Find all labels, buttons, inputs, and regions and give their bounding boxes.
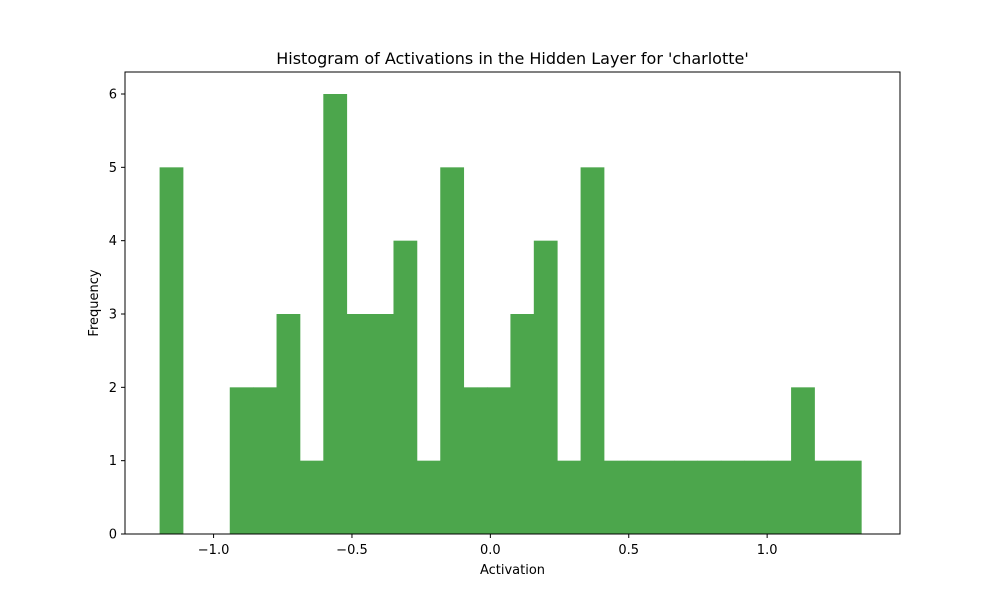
x-tick-label: 1.0 [757, 543, 778, 558]
histogram-bar [463, 387, 488, 534]
histogram-bar [533, 240, 558, 534]
histogram-bar [674, 460, 698, 534]
histogram-bar [697, 460, 722, 534]
y-tick-label: 5 [109, 161, 117, 176]
histogram-bar [370, 314, 394, 534]
histogram-bar [603, 460, 628, 534]
histogram-bar [627, 460, 652, 534]
histogram-bar [487, 387, 511, 534]
histogram-bar [276, 314, 301, 534]
x-axis-label: Activation [480, 563, 545, 578]
histogram-bar [253, 387, 277, 534]
y-tick-label: 6 [109, 88, 117, 103]
y-axis-label: Frequency [87, 269, 102, 336]
histogram-bar [814, 460, 839, 534]
y-tick-label: 4 [109, 234, 117, 249]
histogram-bar [323, 94, 348, 534]
y-tick-label: 2 [109, 381, 117, 396]
histogram-bar [557, 460, 581, 534]
histogram-bar [440, 167, 465, 535]
histogram-bar [767, 460, 792, 534]
histogram-bar [791, 387, 815, 534]
y-axis: 0 1 2 3 4 5 6 [109, 88, 125, 543]
histogram-bar [580, 167, 605, 535]
y-tick-label: 3 [109, 308, 117, 323]
x-tick-label: −1.0 [198, 543, 230, 558]
chart-title: Histogram of Activations in the Hidden L… [276, 49, 749, 68]
x-tick-label: −0.5 [336, 543, 368, 558]
plot-area-frame [124, 71, 901, 535]
x-tick-label: 0.5 [618, 543, 639, 558]
histogram-bar [650, 460, 675, 534]
x-tick-label: 0.0 [480, 543, 501, 558]
histogram-bar [393, 240, 418, 534]
x-axis: −1.0 −0.5 0.0 0.5 1.0 [198, 534, 778, 558]
histogram-bar [720, 460, 745, 534]
histogram-bar [837, 460, 862, 534]
y-tick-label: 1 [109, 454, 117, 469]
histogram-bar [346, 314, 371, 534]
histogram-bar [299, 460, 324, 534]
histogram-bar [744, 460, 769, 534]
histogram-bar [416, 460, 441, 534]
y-tick-label: 0 [109, 528, 117, 543]
histogram-bar [510, 314, 535, 534]
histogram-bars [159, 94, 862, 535]
histogram-bar [159, 167, 184, 535]
histogram-bar [229, 387, 254, 534]
